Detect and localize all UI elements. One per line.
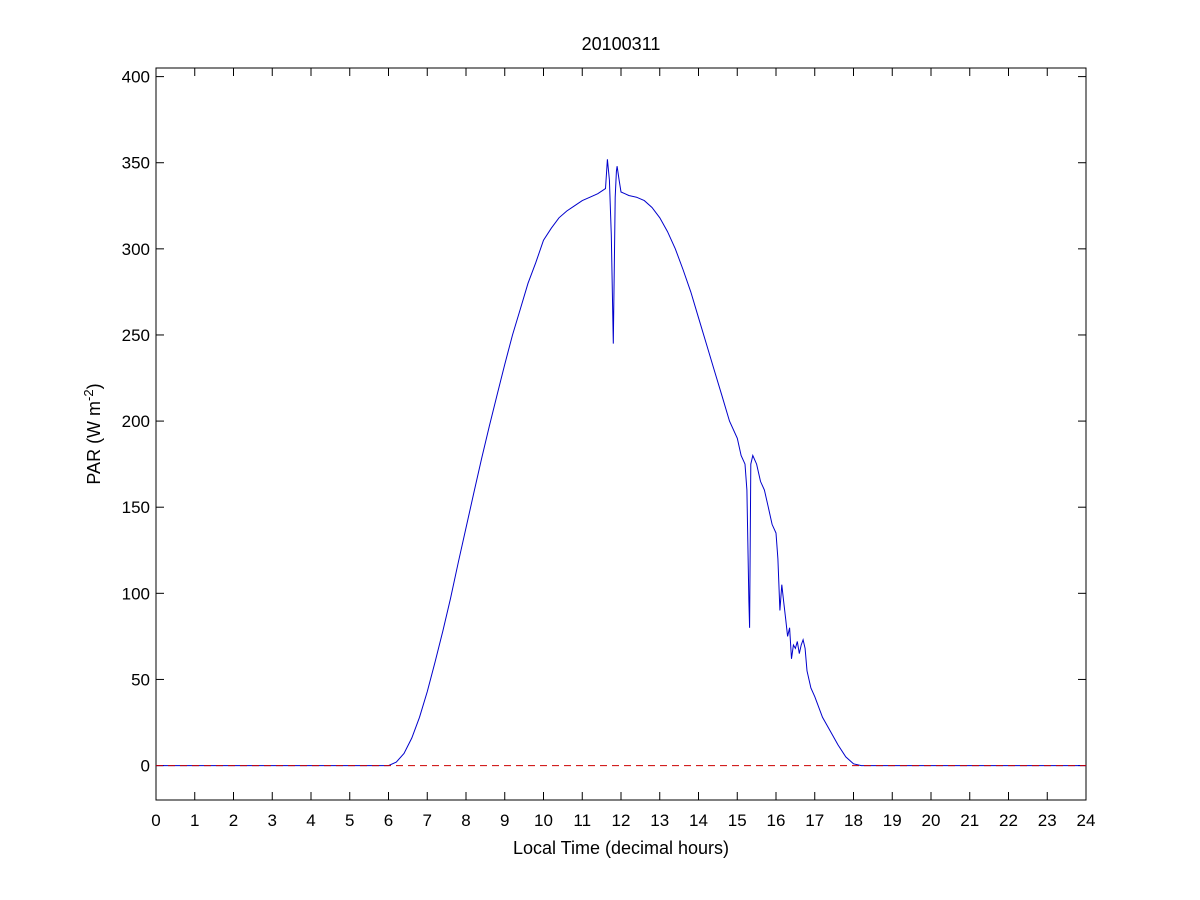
x-tick-label: 11 bbox=[573, 811, 591, 830]
par-series-line bbox=[156, 159, 1086, 767]
x-tick-label: 18 bbox=[844, 811, 863, 830]
y-tick-label: 100 bbox=[122, 584, 150, 603]
axis-ticks: 0 1 2 3 4 5 6 7 8 9 10 11 12 13 14 15 16 17 18 19 20 21 22 23 24… bbox=[122, 68, 1096, 830]
y-tick-label: 50 bbox=[131, 670, 150, 689]
x-tick-label: 3 bbox=[268, 811, 277, 830]
y-axis-label-close: ) bbox=[84, 383, 104, 389]
x-tick-label: 14 bbox=[689, 811, 708, 830]
x-axis-label: Local Time (decimal hours) bbox=[513, 838, 729, 858]
x-tick-label: 21 bbox=[960, 811, 979, 830]
y-axis-label: PAR (W m-2) bbox=[81, 383, 104, 484]
x-tick-label: 9 bbox=[500, 811, 509, 830]
x-tick-label: 1 bbox=[190, 811, 199, 830]
y-tick-label: 350 bbox=[122, 154, 150, 173]
x-tick-label: 12 bbox=[612, 811, 631, 830]
y-tick-label: 200 bbox=[122, 412, 150, 431]
x-tick-label: 23 bbox=[1038, 811, 1057, 830]
x-tick-label: 19 bbox=[883, 811, 902, 830]
x-tick-label: 4 bbox=[306, 811, 315, 830]
x-tick-label: 17 bbox=[805, 811, 824, 830]
x-tick-label: 10 bbox=[534, 811, 553, 830]
x-tick-label: 7 bbox=[423, 811, 432, 830]
x-tick-label: 16 bbox=[767, 811, 786, 830]
chart-title: 20100311 bbox=[582, 34, 661, 54]
y-tick-label: 400 bbox=[122, 68, 150, 87]
x-tick-label: 13 bbox=[650, 811, 669, 830]
plot-area bbox=[155, 67, 1087, 801]
series-layer bbox=[156, 159, 1086, 767]
y-axis-label-superscript: -2 bbox=[81, 389, 96, 401]
x-tick-label: 2 bbox=[229, 811, 238, 830]
x-tick-label: 0 bbox=[151, 811, 160, 830]
y-tick-label: 0 bbox=[141, 757, 150, 776]
y-tick-label: 150 bbox=[122, 498, 150, 517]
x-tick-label: 6 bbox=[384, 811, 393, 830]
x-tick-label: 5 bbox=[345, 811, 354, 830]
y-tick-label: 300 bbox=[122, 240, 150, 259]
x-tick-label: 15 bbox=[728, 811, 747, 830]
x-tick-label: 22 bbox=[999, 811, 1018, 830]
x-tick-label: 8 bbox=[461, 811, 470, 830]
y-tick-label: 250 bbox=[122, 326, 150, 345]
x-tick-label: 20 bbox=[922, 811, 941, 830]
x-tick-label: 24 bbox=[1077, 811, 1096, 830]
y-axis-label-main: PAR (W m bbox=[84, 401, 104, 485]
